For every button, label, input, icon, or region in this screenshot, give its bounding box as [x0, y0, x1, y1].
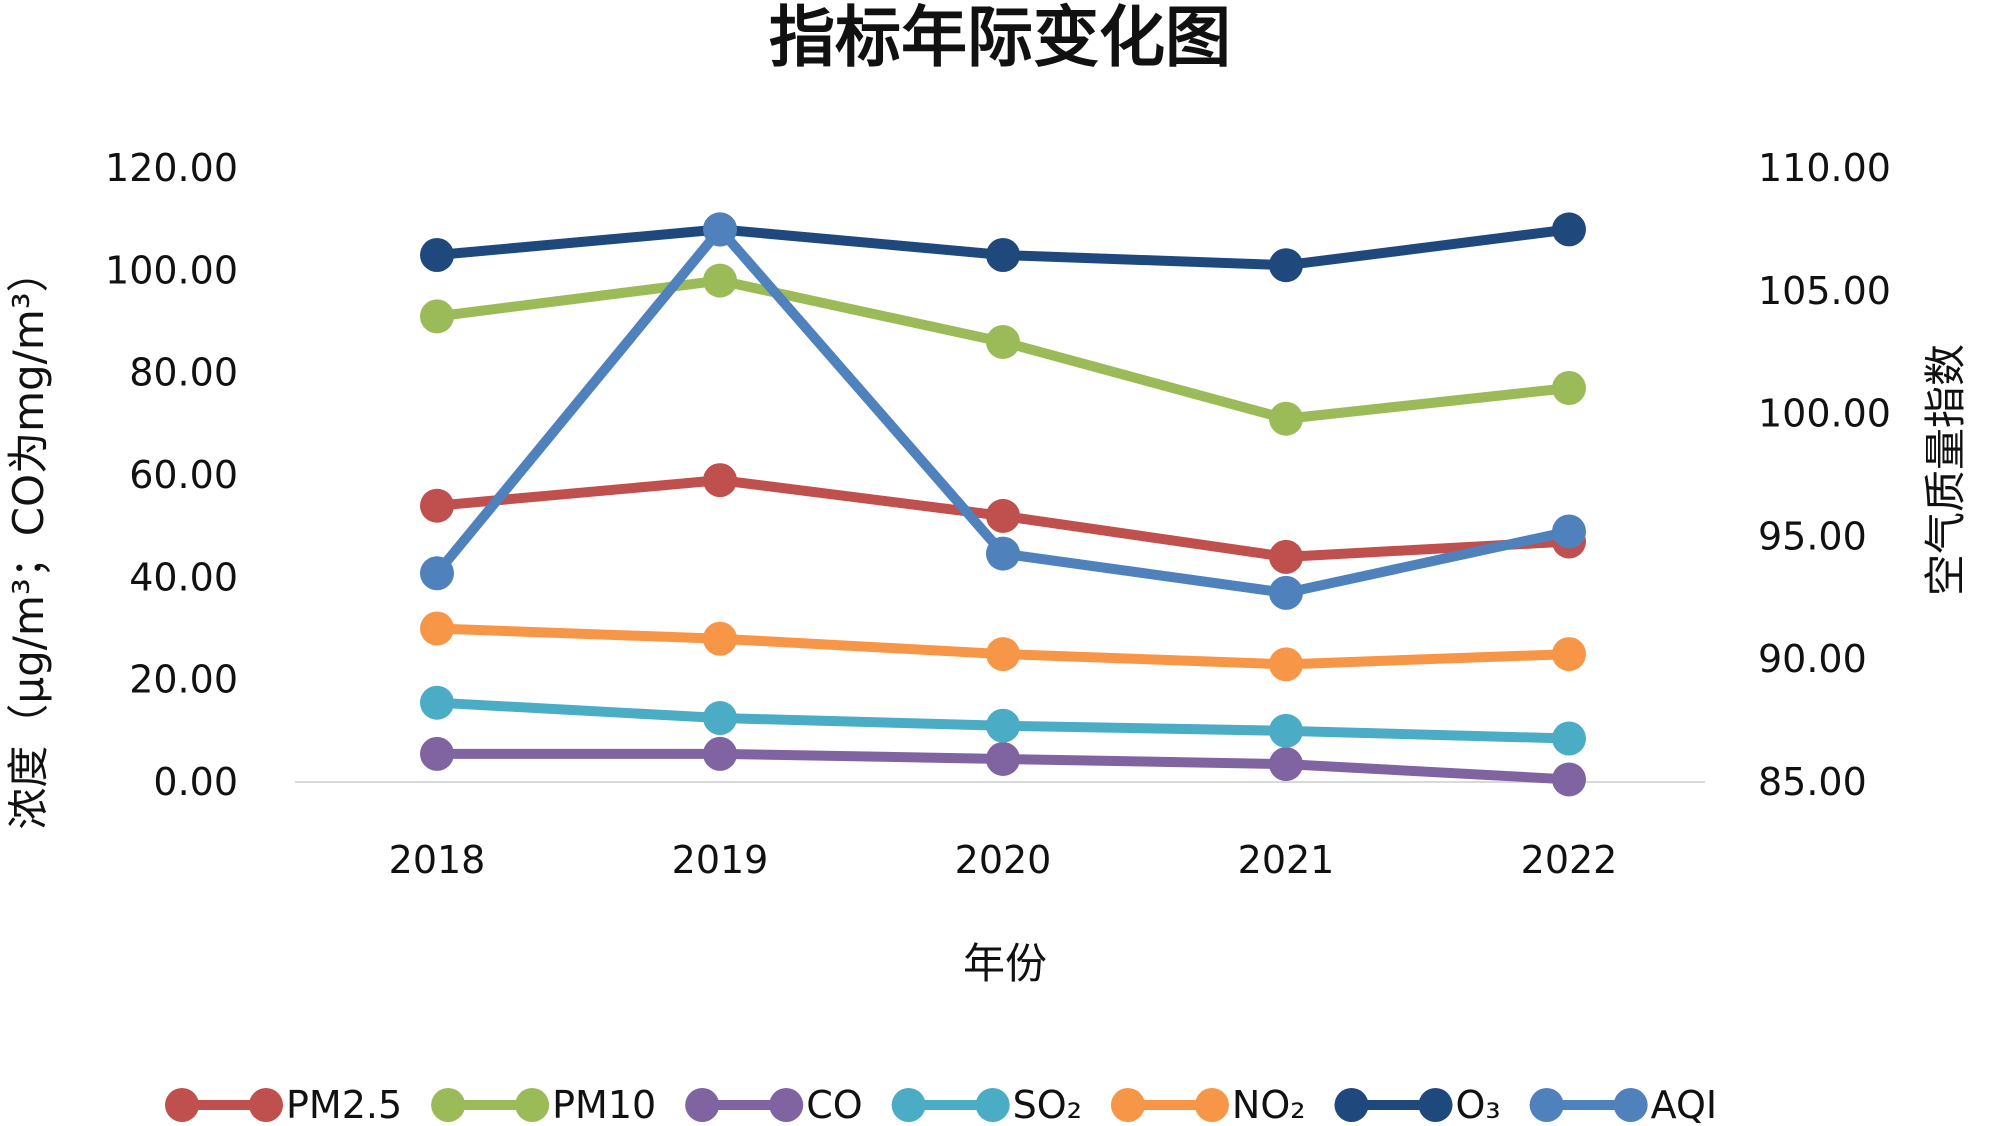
y-tick-label-40.00: 40.00	[129, 555, 238, 599]
y2-tick-label-110.00: 110.00	[1758, 146, 1891, 190]
data-point-o-2022	[1552, 212, 1586, 247]
legend-item-co: CO	[685, 1083, 863, 1126]
legend-marker-right-o	[1418, 1088, 1453, 1122]
legend-label-pm2-5: PM2.5	[286, 1083, 402, 1126]
data-point-no-2021	[1269, 647, 1303, 682]
right-axis-title-group: 空气质量指数	[1921, 344, 1970, 596]
data-point-o-2021	[1269, 248, 1303, 283]
series-so	[420, 685, 1586, 756]
legend-item-no: NO₂	[1110, 1083, 1306, 1126]
data-point-pm2-5-2021	[1269, 539, 1303, 574]
data-point-aqi-2020	[986, 536, 1020, 571]
x-tick-label-2020: 2020	[955, 838, 1052, 882]
y2-tick-label-100.00: 100.00	[1758, 392, 1891, 436]
series-aqi	[420, 212, 1586, 610]
legend-marker-right-pm10	[515, 1088, 550, 1122]
series-co	[420, 736, 1586, 797]
y-tick-label-60.00: 60.00	[129, 453, 238, 497]
data-point-o-2018	[420, 237, 454, 272]
legend-marker-left-so	[891, 1088, 926, 1122]
legend-label-co: CO	[806, 1083, 862, 1126]
legend-marker-left-o	[1334, 1088, 1369, 1122]
data-point-aqi-2022	[1552, 514, 1586, 549]
y2-axis-title: 空气质量指数	[1921, 344, 1970, 596]
series-no	[420, 611, 1586, 682]
legend-label-o: O₃	[1456, 1083, 1501, 1126]
legend-marker-left-aqi	[1529, 1088, 1564, 1122]
data-point-pm10-2018	[420, 299, 454, 334]
y2-tick-label-95.00: 95.00	[1758, 514, 1867, 558]
data-point-no-2019	[703, 621, 737, 656]
y-tick-label-20.00: 20.00	[129, 658, 238, 702]
x-tick-label-2018: 2018	[389, 838, 486, 882]
y2-tick-label-105.00: 105.00	[1758, 269, 1891, 313]
legend-marker-left-no	[1110, 1088, 1145, 1122]
y-tick-label-0.00: 0.00	[153, 760, 238, 804]
data-point-o-2020	[986, 237, 1020, 272]
legend-label-pm10: PM10	[552, 1083, 656, 1126]
data-point-pm2-5-2020	[986, 498, 1020, 533]
series-pm10	[420, 263, 1586, 436]
data-point-so-2021	[1269, 713, 1303, 748]
data-point-co-2018	[420, 736, 454, 771]
data-point-pm2-5-2019	[703, 463, 737, 498]
data-point-so-2019	[703, 701, 737, 736]
legend-item-o: O₃	[1334, 1083, 1501, 1126]
data-point-pm10-2022	[1552, 371, 1586, 406]
legend-marker-right-aqi	[1613, 1088, 1648, 1122]
legend-marker-left-pm2-5	[165, 1088, 199, 1122]
data-point-so-2020	[986, 708, 1020, 743]
legend-item-pm2-5: PM2.5	[165, 1083, 402, 1126]
legend-label-so: SO₂	[1013, 1083, 1082, 1126]
x-tick-label-2019: 2019	[672, 838, 769, 882]
data-point-pm10-2021	[1269, 401, 1303, 436]
legend-item-aqi: AQI	[1529, 1083, 1717, 1126]
legend-label-aqi: AQI	[1651, 1083, 1717, 1126]
y-tick-label-80.00: 80.00	[129, 351, 238, 395]
y-tick-label-100.00: 100.00	[105, 248, 238, 292]
data-point-so-2018	[420, 685, 454, 720]
data-point-aqi-2018	[420, 556, 454, 591]
legend-marker-right-so	[975, 1088, 1010, 1122]
data-point-pm2-5-2018	[420, 488, 454, 523]
data-point-co-2021	[1269, 747, 1303, 782]
data-point-pm10-2020	[986, 324, 1020, 359]
legend-marker-left-pm10	[431, 1088, 466, 1122]
legend-marker-right-co	[769, 1088, 804, 1122]
legend: PM2.5 PM10 CO SO₂ NO₂ O₃ AQI	[165, 1083, 1717, 1126]
data-point-co-2020	[986, 741, 1020, 776]
x-axis-title: 年份	[963, 939, 1047, 988]
y2-tick-label-85.00: 85.00	[1758, 760, 1867, 804]
series-pm2-5	[420, 463, 1586, 574]
data-point-no-2022	[1552, 637, 1586, 672]
chart-title: 指标年际变化图	[769, 0, 1231, 76]
legend-marker-left-co	[685, 1088, 720, 1122]
data-point-so-2022	[1552, 721, 1586, 756]
y-tick-label-120.00: 120.00	[105, 146, 238, 190]
legend-marker-right-no	[1194, 1088, 1229, 1122]
legend-item-pm10: PM10	[431, 1083, 656, 1126]
y2-tick-label-90.00: 90.00	[1758, 637, 1867, 681]
data-point-co-2019	[703, 736, 737, 771]
data-point-pm10-2019	[703, 263, 737, 298]
legend-item-so: SO₂	[891, 1083, 1082, 1126]
data-point-no-2018	[420, 611, 454, 646]
data-point-aqi-2019	[703, 212, 737, 247]
data-point-no-2020	[986, 637, 1020, 672]
legend-marker-right-pm2-5	[249, 1088, 283, 1122]
series-o	[420, 212, 1586, 283]
data-point-co-2022	[1552, 762, 1586, 797]
x-tick-label-2021: 2021	[1238, 838, 1335, 882]
x-tick-label-2022: 2022	[1521, 838, 1618, 882]
y-axis-title: 浓度（μg/m³；CO为mg/m³）	[4, 250, 53, 829]
legend-label-no: NO₂	[1232, 1083, 1306, 1126]
plot-layer: 0.00 20.00 40.00 60.00 80.00 100.00 120.00 85.0…	[105, 146, 1891, 882]
left-axis-title-group: 浓度（μg/m³；CO为mg/m³）	[4, 250, 53, 829]
data-point-aqi-2021	[1269, 575, 1303, 610]
